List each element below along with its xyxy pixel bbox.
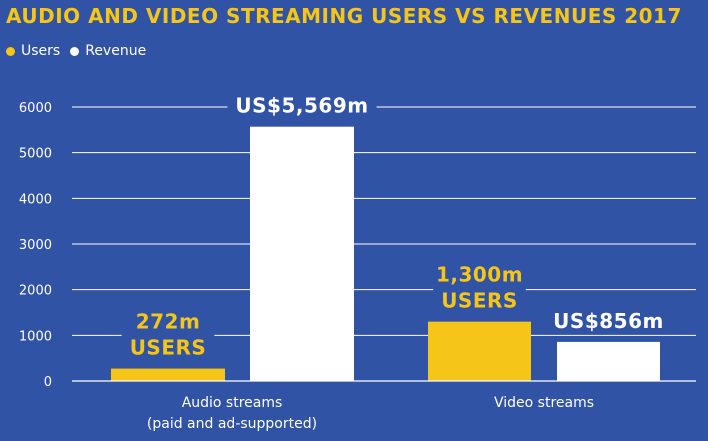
x-tick-label: Audio streams <box>182 395 283 411</box>
data-label: US$856m <box>553 309 664 333</box>
y-tick-label: 3000 <box>19 238 52 253</box>
y-tick-label: 2000 <box>19 284 52 299</box>
legend-swatch-revenue <box>70 46 80 56</box>
y-tick-label: 5000 <box>19 147 52 162</box>
chart-title: AUDIO AND VIDEO STREAMING USERS VS REVEN… <box>6 4 682 28</box>
data-label: 272m <box>136 310 201 334</box>
data-label: US$5,569m <box>235 94 368 118</box>
x-tick-label: Video streams <box>494 395 594 411</box>
bar-users <box>428 321 531 381</box>
data-label: USERS <box>441 289 518 313</box>
legend-swatch-users <box>6 46 15 56</box>
y-tick-label: 1000 <box>19 329 52 344</box>
data-label: 1,300m <box>436 263 523 287</box>
legend-item-revenue: Revenue <box>70 43 146 59</box>
data-label: USERS <box>130 336 207 360</box>
y-tick-label: 0 <box>44 375 52 390</box>
y-tick-label: 6000 <box>19 101 52 116</box>
legend-label-revenue: Revenue <box>85 43 147 59</box>
x-tick-label: (paid and ad-supported) <box>147 416 317 432</box>
y-tick-label: 4000 <box>19 192 52 207</box>
bar-revenue <box>250 126 354 381</box>
legend-item-users: Users <box>6 43 60 59</box>
legend-label-users: Users <box>21 43 61 59</box>
legend: Users Revenue <box>6 43 146 59</box>
bar-users <box>111 368 225 381</box>
bar-revenue <box>557 341 660 381</box>
